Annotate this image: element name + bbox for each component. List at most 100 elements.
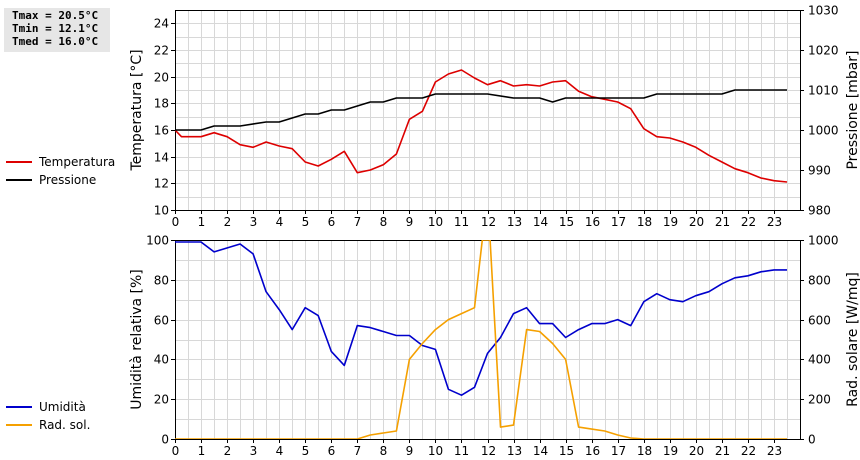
legend-label-umidita: Umidità xyxy=(39,400,86,414)
chart1-series-temperatura xyxy=(175,69,788,183)
stats-tmax: Tmax = 20.5°C xyxy=(12,9,99,22)
chart1-xtick-label-22: 22 xyxy=(741,215,756,229)
stats-box: Tmax = 20.5°C Tmin = 12.1°C Tmed = 16.0°… xyxy=(4,8,110,52)
chart1-y2tick-label-1030: 1030 xyxy=(808,4,839,18)
chart2-y2tick-label-800: 800 xyxy=(808,274,831,288)
chart2-y2tick-label-200: 200 xyxy=(808,393,831,407)
legend-item-radsol: Rad. sol. xyxy=(6,416,90,434)
chart2-xtick-label-15: 15 xyxy=(559,444,574,458)
chart1-xtick-label-6: 6 xyxy=(328,215,336,229)
chart1-ytick-label-12: 12 xyxy=(154,177,169,191)
chart2-y2tick-label-0: 0 xyxy=(808,433,816,447)
chart2-ytick-label-0: 0 xyxy=(161,433,169,447)
chart1-ytick-label-10: 10 xyxy=(154,204,169,218)
legend-label-pressione: Pressione xyxy=(39,173,97,187)
chart1-xtick-label-0: 0 xyxy=(172,215,180,229)
legend-swatch-umidita xyxy=(6,406,32,408)
chart1-xtick-label-1: 1 xyxy=(198,215,206,229)
chart2-xtick-label-4: 4 xyxy=(276,444,284,458)
chart2-ylabel: Umidità relativa [%] xyxy=(129,269,145,410)
chart1-y2tick-label-980: 980 xyxy=(808,204,831,218)
legend-label-temperatura: Temperatura xyxy=(39,155,116,169)
legend-item-umidita: Umidità xyxy=(6,398,90,416)
chart2-xtick-label-11: 11 xyxy=(454,444,469,458)
chart2-xtick-label-1: 1 xyxy=(198,444,206,458)
chart1-y2tick-label-990: 990 xyxy=(808,164,831,178)
chart1-xtick-label-3: 3 xyxy=(250,215,258,229)
legend-swatch-temperatura xyxy=(6,161,32,163)
chart1-xtick-label-8: 8 xyxy=(380,215,388,229)
chart1-xtick-label-12: 12 xyxy=(481,215,496,229)
chart1-y2tick-label-1010: 1010 xyxy=(808,84,839,98)
chart1-y2label: Pressione [mbar] xyxy=(845,50,860,169)
chart1-xtick-label-15: 15 xyxy=(559,215,574,229)
chart2-xtick-label-3: 3 xyxy=(250,444,258,458)
chart2-ytick-label-20: 20 xyxy=(154,393,169,407)
chart1-series-pressione xyxy=(175,89,787,131)
chart2-xtick-label-18: 18 xyxy=(637,444,652,458)
legend-swatch-radsol xyxy=(6,424,32,426)
legend-item-pressione: Pressione xyxy=(6,171,115,189)
chart1-y2tick-label-1020: 1020 xyxy=(808,44,839,58)
legend-label-radsol: Rad. sol. xyxy=(39,418,91,432)
chart2-xtick-label-21: 21 xyxy=(715,444,730,458)
chart1-xtick-label-20: 20 xyxy=(689,215,704,229)
chart2-ytick-label-40: 40 xyxy=(154,353,169,367)
chart1-ytick-label-14: 14 xyxy=(154,151,169,165)
chart2-xtick-label-0: 0 xyxy=(172,444,180,458)
chart2-xtick-label-22: 22 xyxy=(741,444,756,458)
chart2-ytick-label-80: 80 xyxy=(154,274,169,288)
chart2-xtick-label-16: 16 xyxy=(585,444,600,458)
chart2-xtick-label-12: 12 xyxy=(481,444,496,458)
chart2-xtick-label-2: 2 xyxy=(224,444,232,458)
chart1-ytick-label-20: 20 xyxy=(154,71,169,85)
chart2-xtick-label-20: 20 xyxy=(689,444,704,458)
chart2-xtick-label-14: 14 xyxy=(533,444,548,458)
chart2-xtick-label-23: 23 xyxy=(767,444,782,458)
chart2-y2tick-label-600: 600 xyxy=(808,314,831,328)
chart2-xtick-label-9: 9 xyxy=(406,444,414,458)
chart2-series-umidita xyxy=(175,241,787,397)
chart1-ylabel: Temperatura [°C] xyxy=(129,49,145,171)
legend-bottom: Umidità Rad. sol. xyxy=(6,398,90,434)
chart1-xtick-label-14: 14 xyxy=(533,215,548,229)
chart2-ytick-label-60: 60 xyxy=(154,314,169,328)
chart1-xtick-label-23: 23 xyxy=(767,215,782,229)
chart2-xtick-label-8: 8 xyxy=(380,444,388,458)
legend-swatch-pressione xyxy=(6,179,32,181)
chart2-xtick-label-6: 6 xyxy=(328,444,336,458)
chart1-xtick-label-18: 18 xyxy=(637,215,652,229)
chart2-xtick-label-19: 19 xyxy=(663,444,678,458)
chart2-y2tick-label-1000: 1000 xyxy=(808,234,839,248)
stats-tmed: Tmed = 16.0°C xyxy=(12,35,99,48)
chart1-ytick-label-22: 22 xyxy=(154,44,169,58)
chart2-xtick-label-17: 17 xyxy=(611,444,626,458)
chart1-xtick-label-21: 21 xyxy=(715,215,730,229)
chart1-xtick-label-19: 19 xyxy=(663,215,678,229)
legend-top: Temperatura Pressione xyxy=(6,153,115,189)
chart2-ytick-label-100: 100 xyxy=(146,234,169,248)
chart1-xtick-label-4: 4 xyxy=(276,215,284,229)
chart2-xtick-label-10: 10 xyxy=(428,444,443,458)
chart1-ytick-label-24: 24 xyxy=(154,17,169,31)
chart2-xtick-label-7: 7 xyxy=(354,444,362,458)
chart2-xtick-label-5: 5 xyxy=(302,444,310,458)
chart1-xtick-label-9: 9 xyxy=(406,215,414,229)
chart2-xtick-label-13: 13 xyxy=(507,444,522,458)
chart1-xtick-label-11: 11 xyxy=(454,215,469,229)
chart1-xtick-label-7: 7 xyxy=(354,215,362,229)
chart1-xtick-label-13: 13 xyxy=(507,215,522,229)
chart1-xtick-label-2: 2 xyxy=(224,215,232,229)
stats-tmin: Tmin = 12.1°C xyxy=(12,22,99,35)
chart1-xtick-label-10: 10 xyxy=(428,215,443,229)
chart1-xtick-label-17: 17 xyxy=(611,215,626,229)
chart1-y2tick-label-1000: 1000 xyxy=(808,124,839,138)
chart1-ytick-label-18: 18 xyxy=(154,97,169,111)
chart2-y2tick-label-400: 400 xyxy=(808,353,831,367)
chart1-xtick-label-5: 5 xyxy=(302,215,310,229)
chart1-xtick-label-16: 16 xyxy=(585,215,600,229)
legend-item-temperatura: Temperatura xyxy=(6,153,115,171)
chart2-y2label: Rad. solare [W/mq] xyxy=(845,272,860,407)
chart1-ytick-label-16: 16 xyxy=(154,124,169,138)
